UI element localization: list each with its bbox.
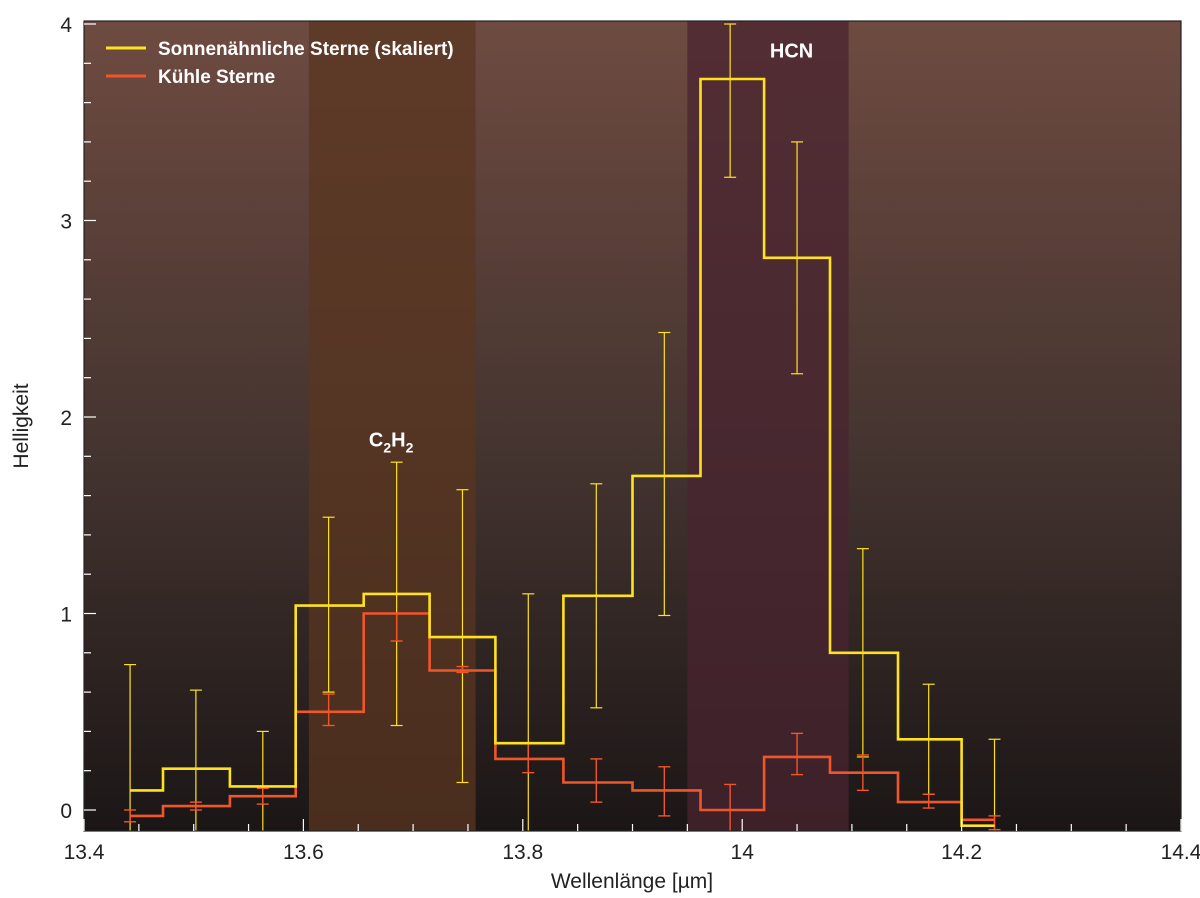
x-tick-label: 14.4 bbox=[1161, 841, 1200, 864]
error-bar bbox=[658, 331, 671, 617]
shaded-region-0 bbox=[308, 21, 476, 831]
axis-tick-labels: 13.4 13.6 13.8 14 14.2 14.4 0 1 2 3 4 bbox=[60, 14, 1200, 864]
y-tick-label: 2 bbox=[60, 407, 72, 430]
error-bar bbox=[322, 693, 335, 727]
series-lines bbox=[130, 77, 995, 827]
x-axis-title: Wellenlänge [µm] bbox=[551, 870, 713, 893]
annotation-c2h2-c: C bbox=[369, 429, 383, 451]
plot-background bbox=[84, 21, 1181, 831]
x-tick-label: 13.4 bbox=[64, 841, 105, 864]
annotation-c2h2-h: H bbox=[391, 429, 405, 451]
error-bar bbox=[256, 730, 269, 831]
annotation-c2h2-sub1: 2 bbox=[383, 439, 391, 455]
legend-label-series-0: Sonnenähnliche Sterne (skaliert) bbox=[158, 39, 454, 60]
error-bar bbox=[590, 758, 603, 803]
error-bar bbox=[724, 23, 737, 178]
error-bar bbox=[124, 809, 137, 823]
error-bar bbox=[791, 732, 804, 776]
x-tick-label: 14 bbox=[731, 841, 755, 864]
legend: Sonnenähnliche Sterne (skaliert) Kühle S… bbox=[106, 39, 454, 88]
annotation-c2h2-sub2: 2 bbox=[406, 439, 414, 455]
legend-label-series-1: Kühle Sterne bbox=[158, 67, 275, 88]
annotation-c2h2: C2H2 bbox=[369, 429, 414, 455]
annotation-hcn: HCN bbox=[770, 40, 813, 62]
error-bar bbox=[988, 815, 1001, 831]
shaded-regions bbox=[308, 21, 849, 831]
error-bar bbox=[124, 663, 137, 831]
x-tick-label: 14.2 bbox=[941, 841, 982, 864]
x-tick-label: 13.6 bbox=[283, 841, 324, 864]
y-tick-label: 4 bbox=[60, 14, 72, 37]
error-bar bbox=[522, 593, 535, 831]
series-line-1 bbox=[130, 612, 995, 822]
y-axis-title: Helligkeit bbox=[10, 383, 33, 468]
shaded-region-1 bbox=[687, 21, 849, 831]
series-line-0 bbox=[130, 77, 995, 827]
y-tick-label: 1 bbox=[60, 604, 72, 627]
y-tick-label: 3 bbox=[60, 211, 72, 234]
y-tick-label: 0 bbox=[60, 800, 72, 823]
axis-ticks bbox=[83, 23, 1182, 831]
x-tick-label: 13.8 bbox=[502, 841, 543, 864]
